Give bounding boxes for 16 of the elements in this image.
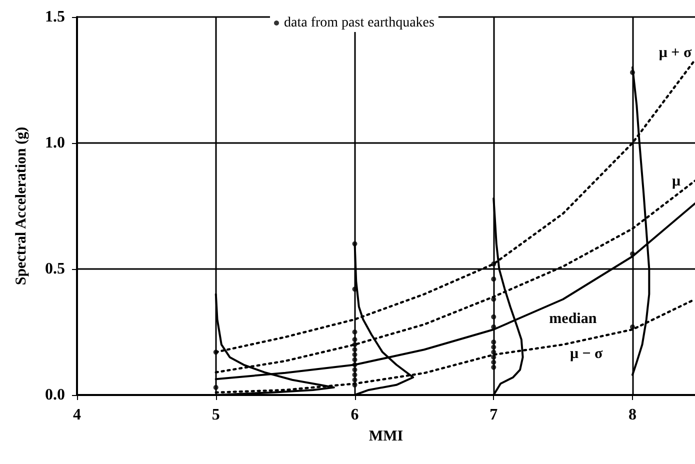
x-tick-label: 7 [490, 406, 498, 424]
y-tick-label: 1.5 [45, 8, 65, 26]
annotation: μ − σ [570, 346, 604, 362]
x-tick-label: 4 [73, 406, 81, 424]
y-tick-label: 0.5 [45, 260, 65, 278]
y-tick-label: 1.0 [45, 134, 65, 152]
x-tick-label: 8 [628, 406, 637, 424]
y-axis-title: Spectral Acceleration (g) [14, 126, 30, 286]
legend-label: data from past earthquakes [284, 16, 434, 30]
x-axis-title: MMI [368, 428, 404, 444]
annotation: median [549, 310, 598, 327]
x-tick-label: 6 [350, 406, 359, 424]
annotation: μ [672, 173, 681, 190]
y-tick-label: 0.0 [45, 386, 65, 404]
x-tick-label: 5 [212, 406, 220, 424]
annotation: μ + σ [658, 44, 692, 61]
